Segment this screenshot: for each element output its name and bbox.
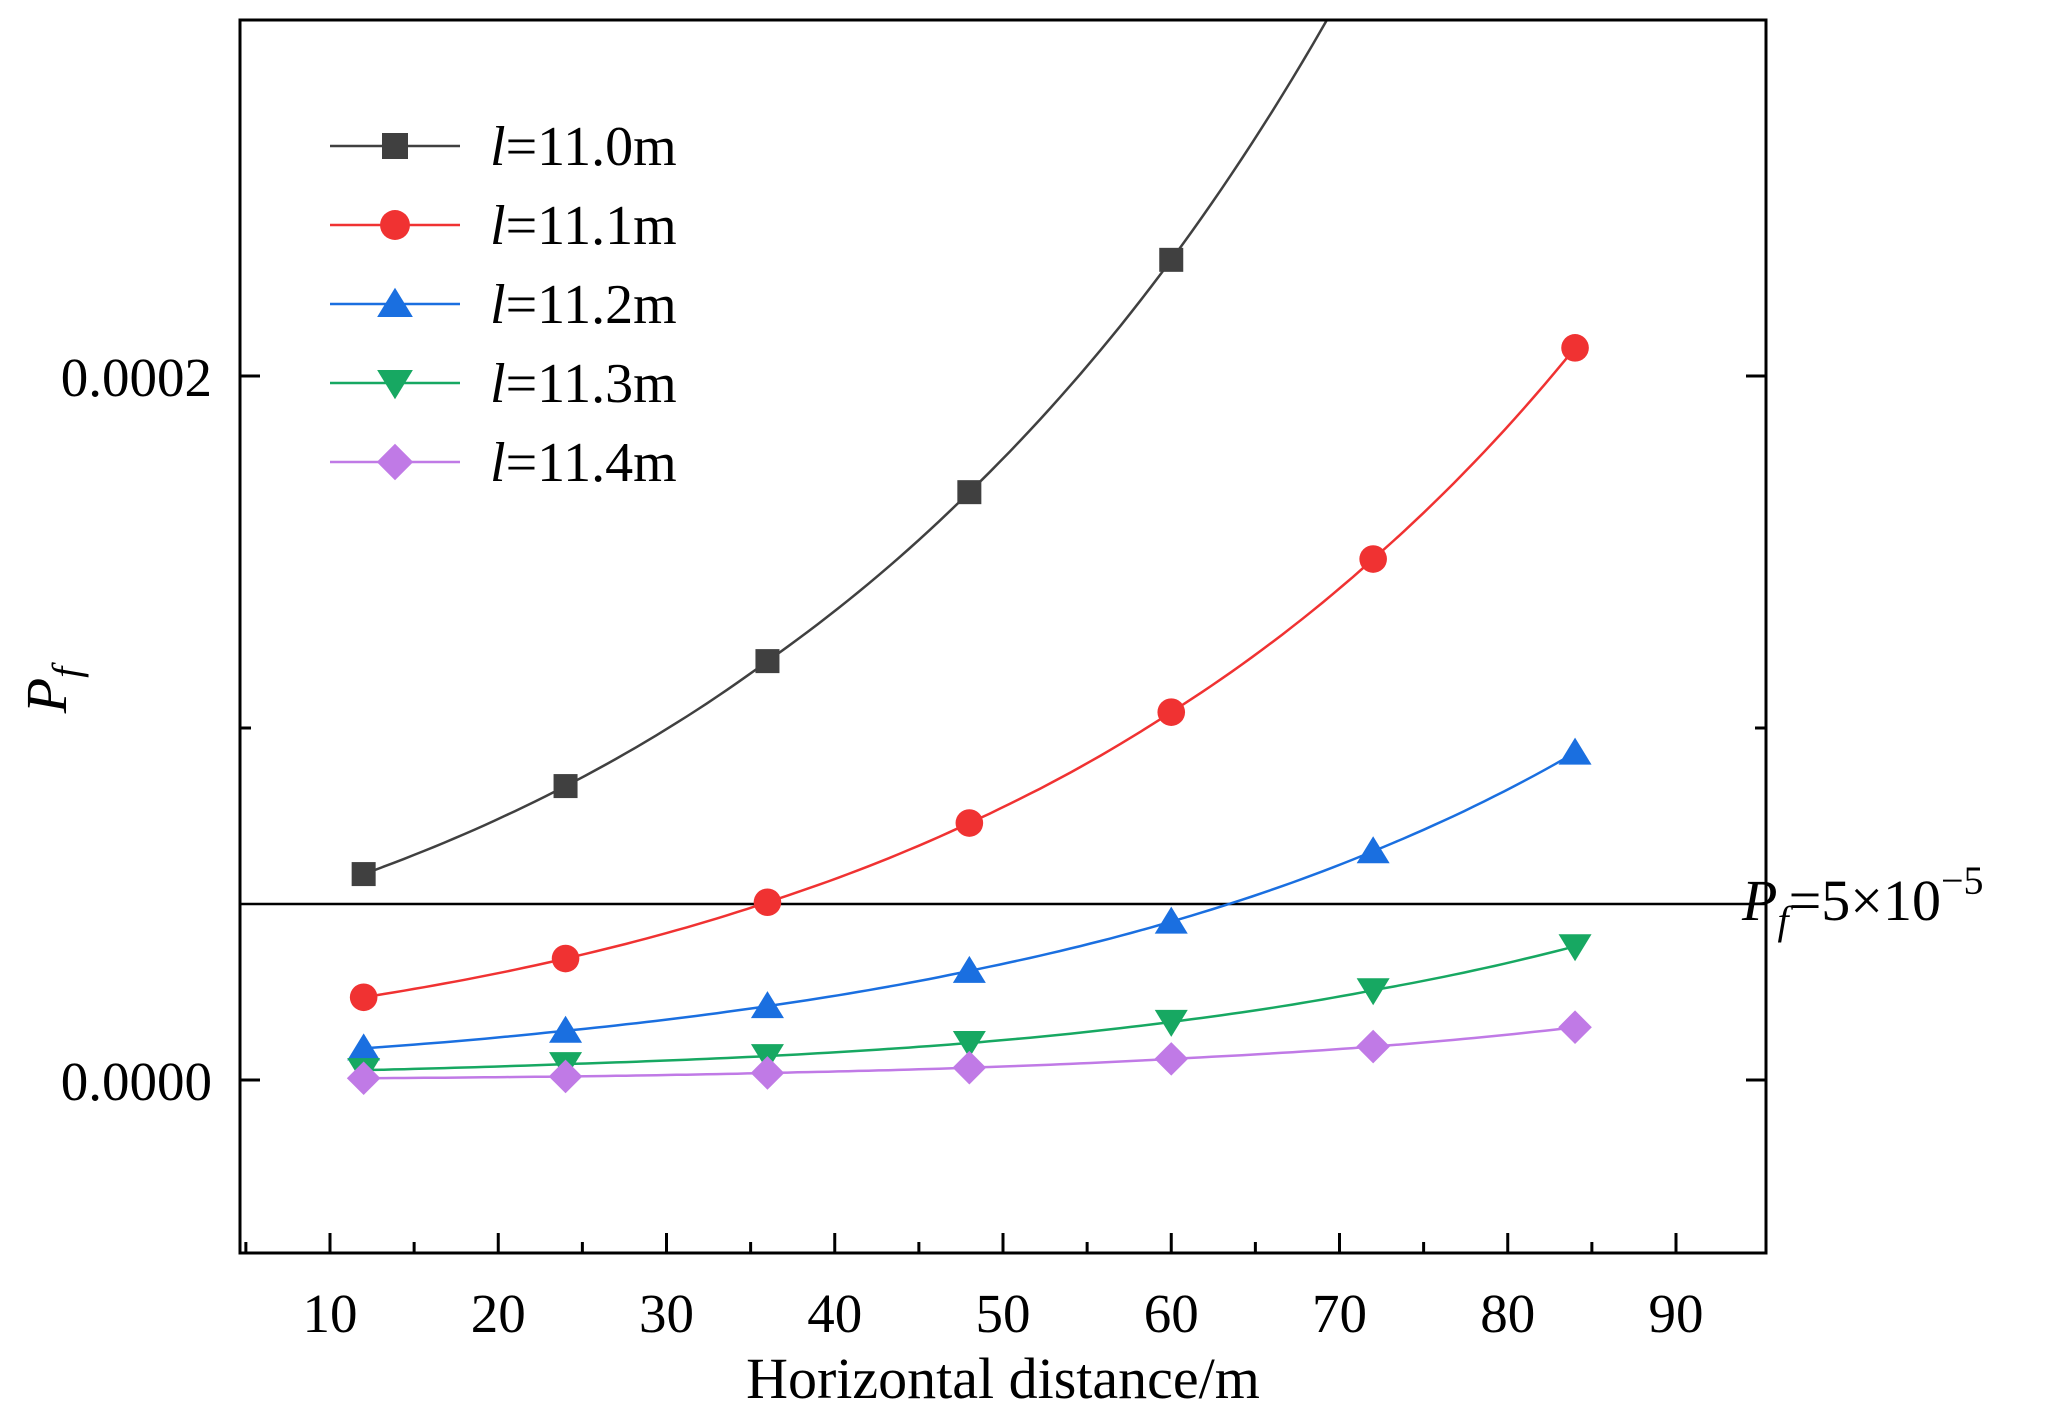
data-point-triangle-up: [549, 1015, 583, 1043]
y-tick-label: 0.0000: [61, 1051, 212, 1112]
legend-label-value: =11.0m: [506, 116, 677, 178]
legend-label: l=11.2m: [490, 274, 677, 336]
series-5: [346, 1010, 1592, 1096]
tick-labels-layer: 10 20 30 40 50 60 70 80 90 0.0000 0.0002: [61, 347, 1704, 1344]
data-point-diamond: [952, 1050, 987, 1085]
data-point-diamond: [1558, 1010, 1592, 1044]
y-axis-title-main: P: [14, 678, 79, 714]
data-point-square: [553, 774, 578, 799]
y-axis-title-sub: f: [44, 662, 89, 678]
legend-item: l=11.0m: [330, 116, 677, 178]
x-tick-label: 80: [1480, 1283, 1535, 1344]
x-axis-title: Horizontal distance/m: [746, 1346, 1260, 1411]
reference-label-exp: −5: [1941, 858, 1984, 903]
data-point-square: [957, 480, 982, 505]
data-point-square: [755, 649, 780, 674]
data-point-circle: [955, 809, 984, 837]
x-tick-label: 70: [1312, 1283, 1367, 1344]
data-point-triangle-down: [1154, 1009, 1188, 1037]
legend-marker-square: [382, 133, 408, 159]
legend-label: l=11.0m: [490, 116, 677, 178]
x-tick-label: 20: [471, 1283, 526, 1344]
data-point-diamond: [346, 1061, 381, 1096]
data-point-circle: [753, 888, 782, 917]
legend-item: l=11.4m: [330, 432, 677, 494]
data-point-circle: [1157, 698, 1186, 726]
data-point-square: [351, 862, 376, 887]
legend-label-var: l: [490, 195, 506, 257]
legend-marker-triangle-down: [377, 370, 413, 400]
series-3: [347, 737, 1592, 1061]
y-tick-label: 0.0002: [61, 347, 212, 408]
data-point-triangle-up: [1558, 737, 1592, 765]
data-point-triangle-down: [1558, 934, 1592, 962]
series-clip-group: [346, 20, 1592, 1096]
reference-label-text: =5×10: [1789, 868, 1941, 933]
legend-label-var: l: [490, 432, 506, 494]
legend-label: l=11.3m: [490, 353, 677, 415]
series-2: [349, 334, 1589, 1012]
x-tick-label: 50: [976, 1283, 1031, 1344]
data-point-circle: [1359, 545, 1387, 573]
series-1: [351, 20, 1329, 887]
legend-item: l=11.1m: [330, 195, 677, 257]
x-tick-label: 90: [1649, 1283, 1704, 1344]
x-tick-label: 40: [807, 1283, 862, 1344]
data-point-triangle-up: [1154, 906, 1188, 934]
data-point-diamond: [1356, 1029, 1390, 1064]
data-point-diamond: [1154, 1042, 1189, 1076]
y-axis-title: Pf: [14, 662, 89, 714]
data-point-triangle-up: [1356, 836, 1390, 864]
legend-marker-triangle-up: [377, 287, 413, 317]
legend-marker-circle: [380, 210, 410, 240]
legend-label: l=11.4m: [490, 432, 677, 494]
legend-label-var: l: [490, 353, 506, 415]
legend-label-value: =11.3m: [506, 353, 677, 415]
legend-label-value: =11.1m: [506, 195, 677, 257]
x-tick-label: 30: [639, 1283, 694, 1344]
data-point-circle: [551, 944, 580, 973]
data-point-square: [1159, 247, 1184, 272]
legend-marker-diamond: [376, 443, 414, 481]
legend-item: l=11.2m: [330, 274, 677, 336]
reference-line-label: Pf=5×10−5: [1741, 858, 1984, 943]
data-point-triangle-up: [952, 955, 986, 983]
data-point-triangle-down: [1356, 978, 1390, 1006]
data-point-circle: [349, 983, 378, 1012]
reference-label-var: P: [1741, 868, 1777, 933]
legend-label-value: =11.4m: [506, 432, 677, 494]
legend-label: l=11.1m: [490, 195, 677, 257]
legend-label-value: =11.2m: [506, 274, 677, 336]
data-point-triangle-down: [952, 1031, 986, 1059]
data-point-triangle-up: [347, 1033, 381, 1061]
legend-label-var: l: [490, 274, 506, 336]
x-tick-label: 10: [303, 1283, 358, 1344]
data-point-diamond: [750, 1056, 785, 1090]
legend-label-var: l: [490, 116, 506, 178]
series-layer: [346, 20, 1592, 1096]
ticks-layer: [240, 374, 1766, 1253]
data-point-circle: [1561, 334, 1589, 362]
data-point-triangle-up: [750, 991, 784, 1019]
data-point-diamond: [548, 1059, 583, 1094]
legend-item: l=11.3m: [330, 353, 677, 415]
x-tick-label: 60: [1144, 1283, 1199, 1344]
legend: l=11.0ml=11.1ml=11.2ml=11.3ml=11.4m: [330, 116, 677, 494]
